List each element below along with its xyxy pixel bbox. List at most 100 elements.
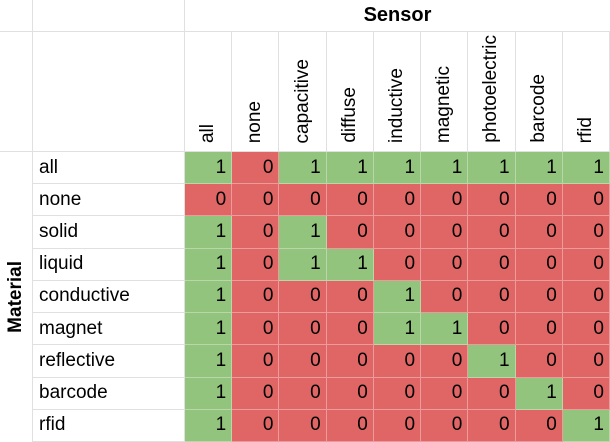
matrix-cell-none-barcode[interactable]: 0 — [515, 184, 563, 217]
matrix-cell-rfid-magnetic[interactable]: 0 — [421, 409, 469, 442]
matrix-cell-all-none[interactable]: 0 — [232, 152, 280, 185]
sensor-header-inductive[interactable]: inductive — [373, 32, 422, 152]
matrix-cell-conductive-barcode[interactable]: 0 — [515, 280, 563, 314]
matrix-cell-none-diffuse[interactable]: 0 — [326, 184, 374, 217]
material-row-label-rfid[interactable]: rfid — [33, 409, 185, 442]
matrix-cell-all-barcode[interactable]: 1 — [515, 152, 563, 185]
sensor-header-photoelectric[interactable]: photoelectric — [468, 32, 516, 152]
material-row-label-conductive[interactable]: conductive — [33, 280, 185, 314]
matrix-cell-all-capacitive[interactable]: 1 — [279, 152, 327, 185]
matrix-cell-magnet-inductive[interactable]: 1 — [373, 313, 422, 346]
matrix-cell-solid-inductive[interactable]: 0 — [373, 216, 422, 249]
matrix-cell-solid-diffuse[interactable]: 0 — [326, 216, 374, 249]
matrix-cell-solid-all[interactable]: 1 — [185, 216, 233, 249]
matrix-cell-rfid-barcode[interactable]: 0 — [515, 409, 563, 442]
matrix-cell-rfid-none[interactable]: 0 — [232, 409, 280, 442]
matrix-cell-conductive-all[interactable]: 1 — [185, 280, 233, 314]
material-axis-title[interactable]: Material — [0, 152, 33, 442]
matrix-cell-all-rfid[interactable]: 1 — [562, 152, 610, 185]
matrix-cell-all-inductive[interactable]: 1 — [373, 152, 422, 185]
matrix-cell-solid-rfid[interactable]: 0 — [562, 216, 610, 249]
material-row-label-all[interactable]: all — [33, 152, 185, 185]
matrix-cell-none-rfid[interactable]: 0 — [562, 184, 610, 217]
matrix-cell-barcode-photoelectric[interactable]: 0 — [468, 377, 516, 410]
material-row-label-solid[interactable]: solid — [33, 216, 185, 249]
matrix-cell-liquid-all[interactable]: 1 — [185, 248, 233, 281]
matrix-cell-rfid-diffuse[interactable]: 0 — [326, 409, 374, 442]
sensor-header-barcode[interactable]: barcode — [515, 32, 563, 152]
matrix-cell-all-diffuse[interactable]: 1 — [326, 152, 374, 185]
matrix-cell-conductive-rfid[interactable]: 0 — [562, 280, 610, 314]
matrix-cell-barcode-barcode[interactable]: 1 — [515, 377, 563, 410]
matrix-cell-reflective-photoelectric[interactable]: 1 — [468, 345, 516, 378]
matrix-cell-liquid-photoelectric[interactable]: 0 — [468, 248, 516, 281]
sensor-header-magnetic[interactable]: magnetic — [421, 32, 469, 152]
corner-cell[interactable] — [0, 0, 33, 32]
empty-cell[interactable] — [0, 32, 33, 152]
matrix-cell-barcode-all[interactable]: 1 — [185, 377, 233, 410]
matrix-cell-all-photoelectric[interactable]: 1 — [468, 152, 516, 185]
matrix-cell-conductive-inductive[interactable]: 1 — [373, 280, 422, 314]
matrix-cell-none-all[interactable]: 0 — [185, 184, 233, 217]
matrix-cell-solid-photoelectric[interactable]: 0 — [468, 216, 516, 249]
matrix-cell-magnet-barcode[interactable]: 0 — [515, 313, 563, 346]
matrix-cell-barcode-capacitive[interactable]: 0 — [279, 377, 327, 410]
material-row-label-liquid[interactable]: liquid — [33, 248, 185, 281]
matrix-cell-all-all[interactable]: 1 — [185, 152, 233, 185]
sensor-axis-title[interactable]: Sensor — [185, 0, 610, 32]
matrix-cell-solid-capacitive[interactable]: 1 — [279, 216, 327, 249]
matrix-cell-liquid-rfid[interactable]: 0 — [562, 248, 610, 281]
matrix-cell-conductive-none[interactable]: 0 — [232, 280, 280, 314]
matrix-cell-rfid-photoelectric[interactable]: 0 — [468, 409, 516, 442]
sensor-header-all[interactable]: all — [185, 32, 233, 152]
matrix-cell-magnet-none[interactable]: 0 — [232, 313, 280, 346]
matrix-cell-conductive-magnetic[interactable]: 0 — [421, 280, 469, 314]
matrix-cell-conductive-photoelectric[interactable]: 0 — [468, 280, 516, 314]
matrix-cell-rfid-all[interactable]: 1 — [185, 409, 233, 442]
matrix-cell-magnet-diffuse[interactable]: 0 — [326, 313, 374, 346]
empty-cell-2[interactable] — [33, 32, 185, 152]
matrix-cell-none-none[interactable]: 0 — [232, 184, 280, 217]
matrix-cell-reflective-rfid[interactable]: 0 — [562, 345, 610, 378]
matrix-cell-liquid-magnetic[interactable]: 0 — [421, 248, 469, 281]
matrix-cell-reflective-barcode[interactable]: 0 — [515, 345, 563, 378]
matrix-cell-none-photoelectric[interactable]: 0 — [468, 184, 516, 217]
material-row-label-magnet[interactable]: magnet — [33, 313, 185, 346]
material-row-label-barcode[interactable]: barcode — [33, 377, 185, 410]
matrix-cell-magnet-all[interactable]: 1 — [185, 313, 233, 346]
matrix-cell-liquid-barcode[interactable]: 0 — [515, 248, 563, 281]
sensor-header-none[interactable]: none — [232, 32, 280, 152]
matrix-cell-reflective-none[interactable]: 0 — [232, 345, 280, 378]
matrix-cell-reflective-all[interactable]: 1 — [185, 345, 233, 378]
matrix-cell-conductive-capacitive[interactable]: 0 — [279, 280, 327, 314]
matrix-cell-barcode-rfid[interactable]: 0 — [562, 377, 610, 410]
sensor-header-diffuse[interactable]: diffuse — [326, 32, 374, 152]
matrix-cell-rfid-rfid[interactable]: 1 — [562, 409, 610, 442]
matrix-cell-reflective-capacitive[interactable]: 0 — [279, 345, 327, 378]
corner-cell-2[interactable] — [33, 0, 185, 32]
matrix-cell-reflective-magnetic[interactable]: 0 — [421, 345, 469, 378]
matrix-cell-liquid-diffuse[interactable]: 1 — [326, 248, 374, 281]
matrix-cell-solid-none[interactable]: 0 — [232, 216, 280, 249]
matrix-cell-liquid-capacitive[interactable]: 1 — [279, 248, 327, 281]
sensor-header-rfid[interactable]: rfid — [562, 32, 610, 152]
matrix-cell-magnet-photoelectric[interactable]: 0 — [468, 313, 516, 346]
matrix-cell-reflective-inductive[interactable]: 0 — [373, 345, 422, 378]
matrix-cell-rfid-inductive[interactable]: 0 — [373, 409, 422, 442]
matrix-cell-barcode-none[interactable]: 0 — [232, 377, 280, 410]
matrix-cell-none-capacitive[interactable]: 0 — [279, 184, 327, 217]
matrix-cell-reflective-diffuse[interactable]: 0 — [326, 345, 374, 378]
sensor-header-capacitive[interactable]: capacitive — [279, 32, 327, 152]
matrix-cell-rfid-capacitive[interactable]: 0 — [279, 409, 327, 442]
matrix-cell-none-inductive[interactable]: 0 — [373, 184, 422, 217]
matrix-cell-magnet-rfid[interactable]: 0 — [562, 313, 610, 346]
material-row-label-reflective[interactable]: reflective — [33, 345, 185, 378]
matrix-cell-none-magnetic[interactable]: 0 — [421, 184, 469, 217]
material-row-label-none[interactable]: none — [33, 184, 185, 217]
matrix-cell-liquid-none[interactable]: 0 — [232, 248, 280, 281]
matrix-cell-barcode-inductive[interactable]: 0 — [373, 377, 422, 410]
matrix-cell-all-magnetic[interactable]: 1 — [421, 152, 469, 185]
matrix-cell-solid-barcode[interactable]: 0 — [515, 216, 563, 249]
matrix-cell-barcode-diffuse[interactable]: 0 — [326, 377, 374, 410]
matrix-cell-magnet-magnetic[interactable]: 1 — [421, 313, 469, 346]
